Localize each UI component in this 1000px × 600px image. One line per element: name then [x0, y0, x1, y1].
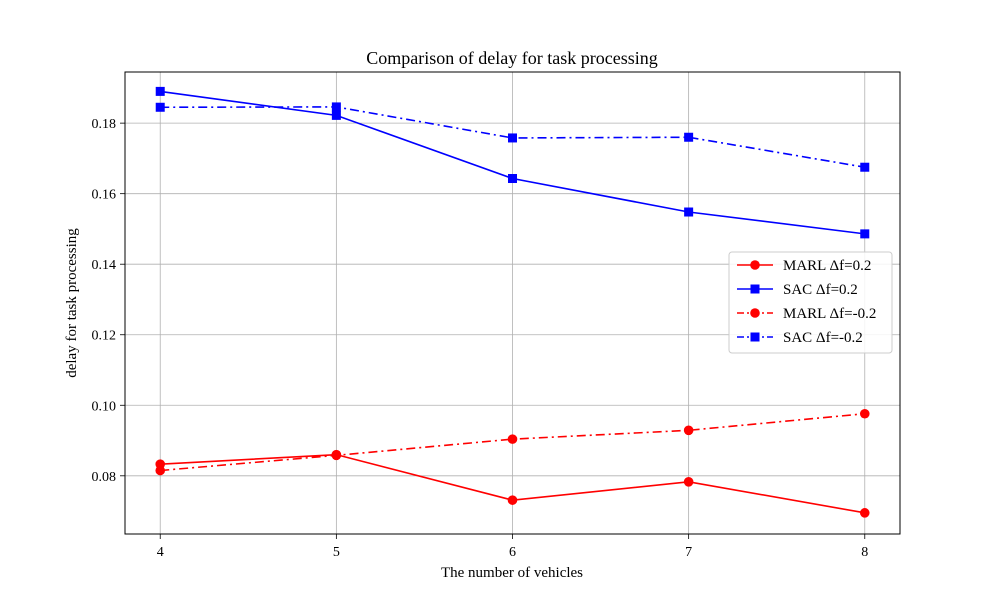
legend-marker — [750, 332, 760, 342]
data-point — [155, 86, 165, 96]
series-3 — [155, 408, 870, 476]
x-tick-label: 7 — [685, 545, 692, 560]
legend-entry: MARL Δf=-0.2 — [737, 306, 876, 322]
series-line — [160, 412, 865, 472]
data-point — [684, 207, 694, 217]
grid — [125, 72, 900, 534]
legend-marker — [750, 308, 760, 318]
legend-label: MARL Δf=0.2 — [783, 258, 871, 274]
data-point — [155, 102, 165, 112]
y-axis-label: delay for task processing — [64, 228, 80, 378]
data-point — [683, 425, 694, 436]
legend-marker — [750, 260, 760, 270]
data-point — [331, 102, 341, 112]
series-4 — [155, 102, 870, 172]
x-tick-label: 6 — [509, 545, 516, 560]
x-axis-label: The number of vehicles — [441, 565, 583, 581]
y-tick-label: 0.16 — [92, 188, 117, 203]
x-tick-label: 5 — [333, 545, 340, 560]
data-point — [860, 229, 870, 239]
y-tick-label: 0.08 — [92, 470, 117, 485]
y-tick-label: 0.18 — [92, 117, 117, 132]
y-tick-label: 0.14 — [92, 258, 117, 273]
data-point — [508, 174, 517, 184]
legend-label: SAC Δf=0.2 — [783, 282, 858, 298]
data-point — [508, 133, 517, 143]
data-point — [331, 110, 341, 120]
y-tick-label: 0.12 — [92, 329, 117, 344]
chart-title: Comparison of delay for task processing — [366, 48, 657, 68]
y-tick-label: 0.10 — [92, 399, 117, 414]
data-point — [683, 477, 694, 487]
legend-entry: MARL Δf=0.2 — [737, 258, 871, 274]
data-point — [507, 495, 518, 505]
legend-label: MARL Δf=-0.2 — [783, 306, 876, 322]
legend-entry: SAC Δf=-0.2 — [737, 330, 863, 346]
data-point — [684, 132, 694, 142]
data-point — [859, 408, 870, 419]
series-layer — [155, 86, 870, 518]
series-line — [160, 106, 865, 169]
legend-label: SAC Δf=-0.2 — [783, 330, 863, 346]
data-point — [860, 162, 870, 172]
x-tick-label: 8 — [861, 545, 868, 560]
data-point — [331, 450, 342, 461]
x-tick-label: 4 — [157, 545, 164, 560]
legend-entry: SAC Δf=0.2 — [737, 282, 858, 298]
ticks: 4 5 6 7 8 0.08 0.10 0.12 0.14 0.16 0.18 — [92, 117, 869, 560]
data-point — [507, 434, 518, 444]
legend-marker — [750, 284, 760, 294]
data-point — [859, 508, 870, 518]
legend-box — [728, 251, 893, 354]
legend: MARL Δf=0.2 SAC Δf=0.2 MARL Δf=-0.2 SAC Δf=… — [728, 251, 893, 354]
data-point — [155, 465, 166, 476]
